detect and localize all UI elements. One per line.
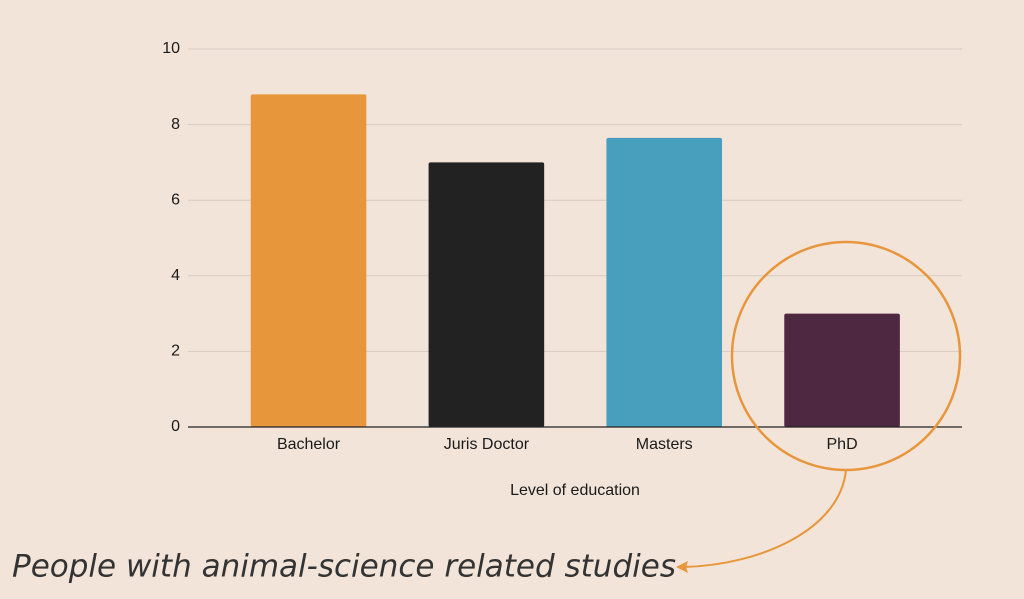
bar (606, 137, 723, 427)
bar (784, 313, 900, 427)
y-tick-label: 4 (171, 267, 180, 284)
x-tick-label: PhD (827, 436, 858, 453)
x-tick-label: Juris Doctor (444, 436, 530, 453)
y-tick-label: 8 (171, 116, 180, 133)
bar (250, 94, 367, 428)
y-tick-label: 6 (171, 191, 180, 208)
annotation-text: People with animal-science related studi… (12, 549, 676, 585)
y-tick-label: 2 (171, 343, 180, 360)
y-tick-label: 10 (162, 40, 180, 57)
arrow-head (676, 561, 688, 573)
x-axis-label: Level of education (510, 482, 640, 499)
annotation-arrow (683, 469, 847, 568)
x-tick-label: Masters (636, 436, 693, 453)
x-tick-label: Bachelor (277, 436, 341, 453)
y-tick-label: 0 (171, 418, 180, 435)
bar (428, 162, 545, 427)
